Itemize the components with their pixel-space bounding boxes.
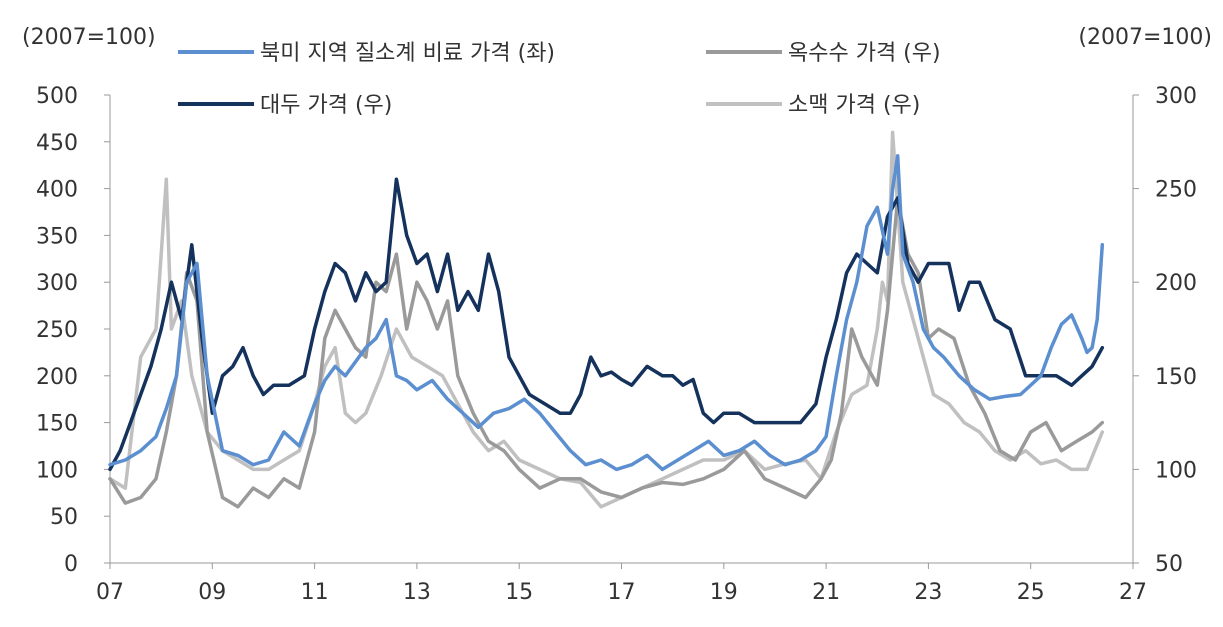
legend: 북미 지역 질소계 비료 가격 (좌) 옥수수 가격 (우) 대두 가격 (우) 소맥… (178, 41, 941, 118)
x-tick-label: 13 (403, 580, 431, 605)
left-tick-label: 450 (36, 131, 78, 156)
right-tick-label: 50 (1155, 552, 1183, 577)
left-tick-label: 0 (64, 552, 78, 577)
x-axis-ticks: 07 09 11 13 15 17 19 21 23 25 27 (96, 563, 1147, 605)
left-tick-label: 400 (36, 178, 78, 203)
x-tick-label: 17 (608, 580, 636, 605)
left-tick-label: 100 (36, 458, 78, 483)
series-line-2 (108, 177, 1105, 472)
legend-label: 북미 지역 질소계 비료 가격 (좌) (260, 41, 555, 66)
series-line-0 (108, 154, 1105, 472)
legend-label: 옥수수 가격 (우) (788, 41, 941, 66)
series-line-3 (108, 130, 1105, 509)
legend-label: 소맥 가격 (우) (788, 93, 920, 118)
x-tick-label: 11 (301, 580, 329, 605)
legend-label: 대두 가격 (우) (260, 93, 392, 118)
series-line-1 (108, 196, 1105, 509)
x-tick-label: 07 (96, 580, 124, 605)
x-tick-label: 19 (710, 580, 738, 605)
left-axis-unit: (2007=100) (22, 25, 156, 50)
x-tick-label: 15 (505, 580, 533, 605)
x-tick-label: 09 (198, 580, 226, 605)
left-tick-label: 500 (36, 84, 78, 109)
series-lines (108, 130, 1105, 509)
left-axis-ticks: 0 50 100 150 200 250 300 350 400 450 500 (36, 84, 110, 577)
x-tick-label: 23 (914, 580, 942, 605)
right-tick-label: 250 (1155, 178, 1197, 203)
x-tick-label: 27 (1119, 580, 1147, 605)
right-tick-label: 150 (1155, 365, 1197, 390)
left-tick-label: 300 (36, 271, 78, 296)
right-tick-label: 200 (1155, 271, 1197, 296)
right-axis-ticks: 50 100 150 200 250 300 (1133, 84, 1197, 577)
x-tick-label: 25 (1017, 580, 1045, 605)
left-tick-label: 250 (36, 318, 78, 343)
left-tick-label: 50 (50, 505, 78, 530)
x-tick-label: 21 (812, 580, 840, 605)
right-tick-label: 300 (1155, 84, 1197, 109)
left-tick-label: 200 (36, 365, 78, 390)
right-axis-unit: (2007=100) (1078, 25, 1212, 50)
right-tick-label: 100 (1155, 458, 1197, 483)
left-tick-label: 150 (36, 412, 78, 437)
left-tick-label: 350 (36, 224, 78, 249)
